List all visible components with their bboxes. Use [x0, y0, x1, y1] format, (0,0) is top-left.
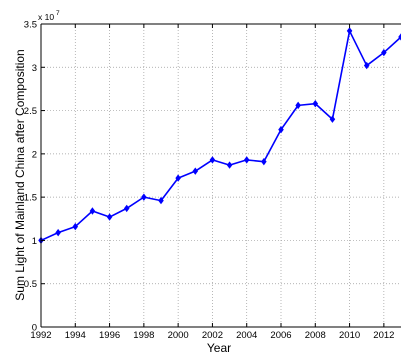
tick-labels: 1992 1994 1996 1998 2000 2002 2004 2006 2008 2010… — [24, 20, 395, 342]
data-point-marker — [346, 27, 353, 35]
y-tick-label: 0.5 — [24, 279, 37, 290]
data-point-marker — [89, 207, 96, 215]
data-point-marker — [175, 174, 181, 182]
grid — [40, 23, 401, 328]
y-tick-label: 1.5 — [24, 193, 37, 204]
data-point-marker — [398, 33, 401, 41]
data-point-marker — [123, 204, 130, 213]
y-multiplier-exponent: 7 — [56, 10, 60, 17]
x-tick-label: 2012 — [373, 330, 394, 341]
x-tick-label: 1994 — [65, 330, 86, 341]
data-point-marker — [106, 213, 113, 221]
data-series — [38, 27, 401, 245]
data-point-marker — [329, 115, 336, 123]
x-tick-label: 1992 — [30, 330, 51, 341]
data-point-marker — [141, 193, 147, 201]
data-point-marker — [295, 101, 301, 110]
y-tick-label: 3 — [32, 63, 37, 74]
y-tick-label: 0 — [32, 323, 37, 334]
y-tick-label: 1 — [32, 236, 37, 247]
x-tick-label: 2000 — [168, 330, 189, 341]
x-tick-label: 1998 — [133, 330, 154, 341]
y-tick-label: 2 — [32, 149, 37, 160]
x-tick-label: 2002 — [202, 330, 223, 341]
x-tick-label: 1996 — [99, 330, 120, 341]
y-multiplier-label: x 10 — [38, 12, 54, 22]
x-tick-label: 2006 — [270, 330, 291, 341]
data-point-marker — [243, 156, 250, 164]
data-point-marker — [381, 48, 387, 57]
axes — [40, 23, 401, 328]
data-point-marker — [312, 99, 319, 108]
data-point-marker — [192, 167, 199, 175]
series-line — [40, 30, 401, 242]
data-point-marker — [278, 125, 284, 134]
x-tick-label: 2008 — [305, 330, 326, 341]
data-point-marker — [261, 157, 267, 166]
data-point-marker — [72, 222, 79, 231]
data-point-marker — [226, 161, 233, 169]
y-axis-title: Sum Light of Mainland China after Compos… — [13, 49, 27, 300]
y-tick-label: 3.5 — [24, 20, 37, 31]
data-point-marker — [209, 156, 216, 164]
x-tick-label: 2004 — [236, 330, 257, 341]
x-axis-title: Year — [207, 341, 231, 354]
y-tick-label: 2.5 — [24, 106, 37, 117]
data-point-marker — [363, 61, 370, 70]
data-point-marker — [158, 196, 164, 205]
x-tick-label: 2010 — [339, 330, 360, 341]
data-point-marker — [55, 228, 61, 237]
